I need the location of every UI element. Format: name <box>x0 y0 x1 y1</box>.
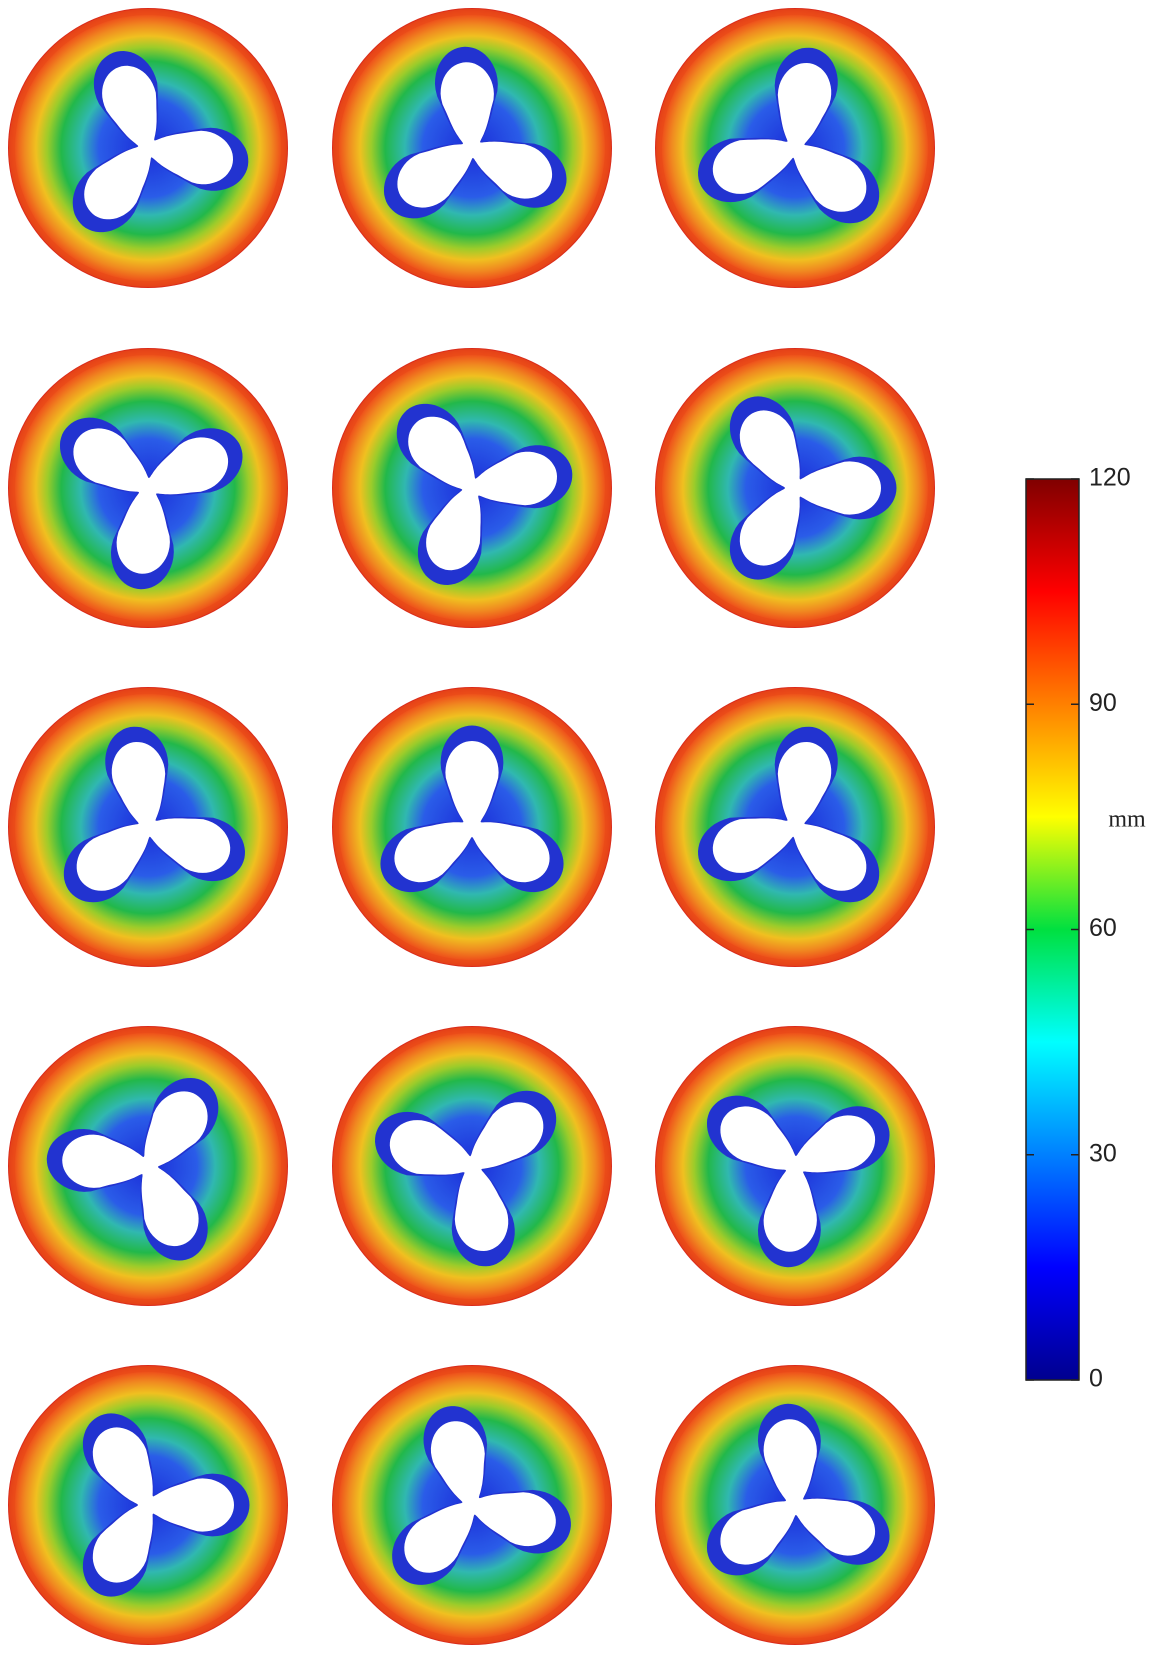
contour-plot <box>8 1026 288 1306</box>
contour-plot <box>8 8 288 288</box>
trefoil-hole <box>720 1419 876 1565</box>
tick-label: 30 <box>1089 1139 1117 1167</box>
edge-ring <box>9 9 287 287</box>
trefoil-hole <box>720 1106 876 1252</box>
edge-ring <box>656 349 934 627</box>
trefoil-hole <box>397 62 553 208</box>
contour-plot <box>655 8 935 288</box>
tick-label: 120 <box>1089 464 1131 492</box>
contour-plot <box>332 1026 612 1306</box>
trefoil-hole <box>739 410 881 566</box>
contour-plot <box>655 348 935 628</box>
tick-label: 60 <box>1089 914 1117 942</box>
contour-plot <box>655 687 935 967</box>
trefoil-hole <box>84 65 233 220</box>
edge-ring <box>656 1366 934 1644</box>
edge-ring <box>9 349 287 627</box>
edge-ring <box>9 1027 287 1305</box>
contour-plot <box>332 8 612 288</box>
contour-plot <box>332 687 612 967</box>
tick-label: 0 <box>1089 1365 1103 1393</box>
edge-ring <box>333 9 611 287</box>
edge-ring <box>333 1366 611 1644</box>
contour-plot <box>8 348 288 628</box>
tick-label: 90 <box>1089 689 1117 717</box>
trefoil-hole <box>408 416 557 571</box>
trefoil-hole <box>712 63 867 212</box>
edge-ring <box>656 1027 934 1305</box>
colorbar-label: mm <box>1108 807 1146 833</box>
trefoil-hole <box>62 1091 208 1247</box>
contour-plot <box>655 1026 935 1306</box>
contour-plot <box>8 1365 288 1645</box>
trefoil-hole <box>92 1427 234 1583</box>
edge-ring <box>9 1366 287 1644</box>
contour-plot <box>8 687 288 967</box>
contour-plot <box>332 1365 612 1645</box>
edge-ring <box>333 349 611 627</box>
trefoil-hole <box>73 428 229 574</box>
colorbar <box>1025 478 1080 1381</box>
trefoil-hole <box>389 1102 544 1251</box>
contour-plot <box>332 348 612 628</box>
edge-ring <box>9 688 287 966</box>
trefoil-hole <box>712 742 867 891</box>
contour-plots <box>8 8 935 1645</box>
edge-ring <box>333 688 611 966</box>
trefoil-hole <box>76 742 231 891</box>
trefoil-hole <box>394 741 550 883</box>
edge-ring <box>333 1027 611 1305</box>
contour-plot <box>655 1365 935 1645</box>
edge-ring <box>656 688 934 966</box>
edge-ring <box>656 9 934 287</box>
trefoil-hole <box>404 1421 556 1573</box>
